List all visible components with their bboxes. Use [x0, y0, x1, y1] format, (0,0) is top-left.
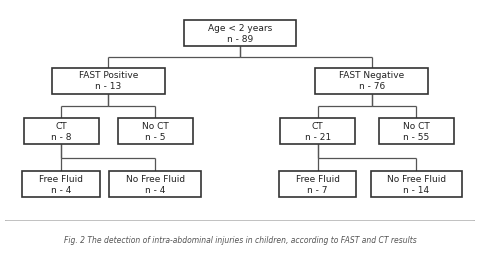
Text: CT: CT	[312, 122, 324, 131]
Text: No CT: No CT	[142, 122, 168, 131]
Text: No Free Fluid: No Free Fluid	[126, 175, 185, 184]
Text: n - 5: n - 5	[145, 133, 166, 142]
FancyBboxPatch shape	[109, 171, 201, 197]
FancyBboxPatch shape	[52, 68, 165, 93]
Text: n - 21: n - 21	[304, 133, 331, 142]
Text: n - 14: n - 14	[403, 186, 430, 195]
Text: No CT: No CT	[403, 122, 430, 131]
Text: n - 76: n - 76	[359, 82, 385, 91]
Text: n - 89: n - 89	[227, 35, 253, 44]
Text: FAST Positive: FAST Positive	[79, 71, 138, 81]
FancyBboxPatch shape	[379, 118, 454, 144]
Text: n - 4: n - 4	[51, 186, 72, 195]
Text: Fig. 2 The detection of intra-abdominal injuries in children, according to FAST : Fig. 2 The detection of intra-abdominal …	[64, 235, 416, 245]
Text: Free Fluid: Free Fluid	[296, 175, 340, 184]
Text: Free Fluid: Free Fluid	[39, 175, 83, 184]
Text: CT: CT	[55, 122, 67, 131]
FancyBboxPatch shape	[118, 118, 193, 144]
FancyBboxPatch shape	[280, 118, 355, 144]
Text: n - 7: n - 7	[307, 186, 328, 195]
Text: n - 4: n - 4	[145, 186, 166, 195]
FancyBboxPatch shape	[279, 171, 357, 197]
Text: Age < 2 years: Age < 2 years	[208, 24, 272, 33]
FancyBboxPatch shape	[24, 118, 99, 144]
FancyBboxPatch shape	[23, 171, 100, 197]
Text: n - 55: n - 55	[403, 133, 430, 142]
Text: No Free Fluid: No Free Fluid	[387, 175, 446, 184]
Text: n - 13: n - 13	[95, 82, 121, 91]
FancyBboxPatch shape	[371, 171, 462, 197]
FancyBboxPatch shape	[315, 68, 428, 93]
FancyBboxPatch shape	[183, 20, 297, 46]
Text: FAST Negative: FAST Negative	[339, 71, 404, 81]
Text: n - 8: n - 8	[51, 133, 72, 142]
